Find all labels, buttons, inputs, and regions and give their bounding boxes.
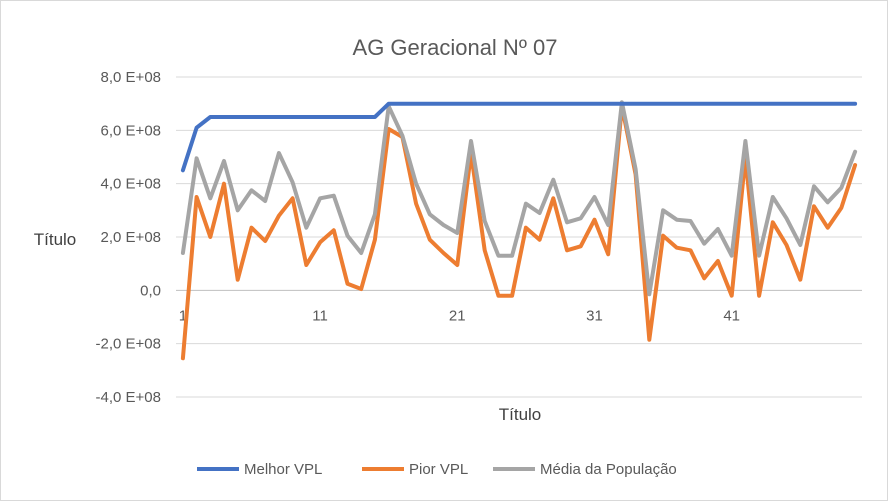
y-tick-label: 6,0 E+08 <box>101 122 161 139</box>
legend-label: Pior VPL <box>409 461 468 478</box>
y-tick-label: -4,0 E+08 <box>96 389 161 406</box>
y-axis-label: Título <box>34 230 77 249</box>
x-tick-label: 41 <box>723 307 740 324</box>
series-line-2 <box>180 100 858 297</box>
series-line-0 <box>180 101 858 173</box>
legend-label: Média da População <box>540 461 677 478</box>
x-tick-label: 1 <box>179 307 187 324</box>
y-tick-label: -2,0 E+08 <box>96 336 161 353</box>
x-tick-label: 31 <box>586 307 603 324</box>
legend-label: Melhor VPL <box>244 461 322 478</box>
legend: Melhor VPL Pior VPL Média da População <box>197 461 677 478</box>
x-tick-label: 21 <box>449 307 466 324</box>
x-tick-label: 11 <box>312 307 328 324</box>
y-tick-label: 0,0 <box>140 282 161 299</box>
x-axis-label: Título <box>499 405 542 424</box>
chart-title: AG Geracional Nº 07 <box>353 35 558 60</box>
y-tick-labels: 8,0 E+08 6,0 E+08 4,0 E+08 2,0 E+08 0,0 -2,0 … <box>96 69 161 406</box>
gridlines <box>176 76 862 398</box>
series-lines <box>180 100 858 361</box>
y-tick-label: 2,0 E+08 <box>101 229 161 246</box>
series-line-1 <box>180 104 858 361</box>
x-tick-labels: 1 11 21 31 41 <box>179 307 740 324</box>
y-tick-label: 8,0 E+08 <box>101 69 161 86</box>
y-tick-label: 4,0 E+08 <box>101 176 161 193</box>
